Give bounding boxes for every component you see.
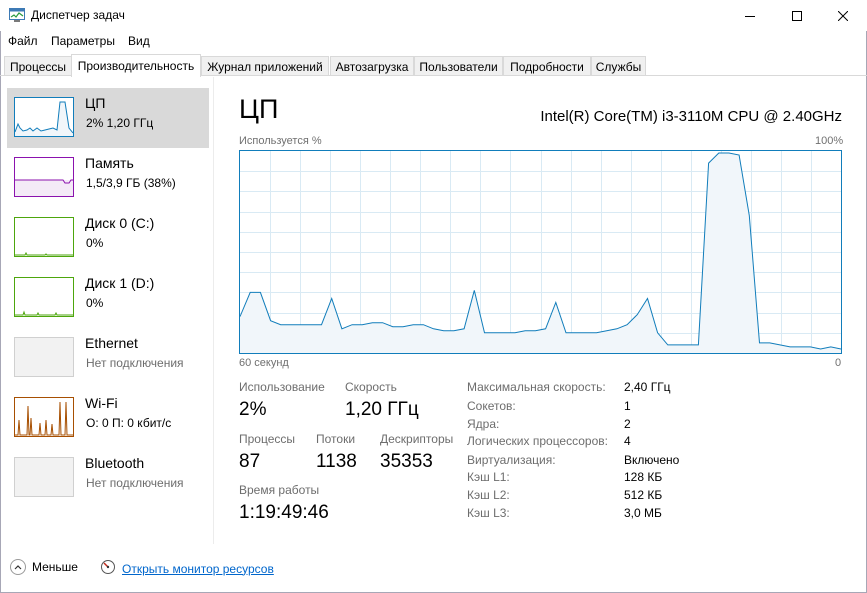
disk-thumbnail-graph xyxy=(14,277,74,317)
uptime-value: 1:19:49:46 xyxy=(239,502,329,523)
cpu-usage-line xyxy=(239,152,842,350)
sidebar-item-subtitle: 1,5/3,9 ГБ (38%) xyxy=(86,176,176,190)
detail-label: Кэш L2: xyxy=(467,488,510,502)
sidebar-item-subtitle: 0% xyxy=(86,236,104,250)
bluetooth-thumbnail-graph xyxy=(14,457,74,497)
tab-startup[interactable]: Автозагрузка xyxy=(330,56,414,76)
cpu-usage-graph xyxy=(239,150,842,354)
graph-y-min: 0 xyxy=(835,357,842,369)
sidebar-item-title: Память xyxy=(85,155,134,171)
detail-label: Кэш L3: xyxy=(467,506,510,520)
tabs-divider xyxy=(0,75,867,76)
threads-label: Потоки xyxy=(316,432,356,446)
handles-label: Дескрипторы xyxy=(380,432,454,446)
sidebar-item-subtitle: Нет подключения xyxy=(86,476,184,490)
graph-y-label: Используется % xyxy=(239,135,322,147)
detail-label: Сокетов: xyxy=(467,399,516,413)
sidebar-item-memory[interactable]: Память 1,5/3,9 ГБ (38%) xyxy=(7,148,209,208)
cpu-thumbnail-graph xyxy=(14,97,74,137)
menu-view[interactable]: Вид xyxy=(128,34,150,48)
detail-label: Виртуализация: xyxy=(467,453,556,467)
detail-label: Кэш L1: xyxy=(467,470,510,484)
tab-bar: Процессы Производительность Журнал прило… xyxy=(0,54,867,77)
graph-y-max: 100% xyxy=(815,135,844,147)
open-resource-monitor-link[interactable]: Открыть монитор ресурсов xyxy=(100,559,274,578)
title-bar[interactable]: Диспетчер задач xyxy=(0,0,867,31)
wifi-thumbnail-graph xyxy=(14,397,74,437)
detail-value: 2,40 ГГц xyxy=(624,380,671,394)
tab-details[interactable]: Подробности xyxy=(503,56,591,76)
fewer-details-button[interactable]: Меньше xyxy=(10,559,78,575)
page-title: ЦП xyxy=(239,94,279,124)
uptime-label: Время работы xyxy=(239,483,320,497)
detail-value: 3,0 МБ xyxy=(624,506,662,520)
sidebar-item-bluetooth[interactable]: Bluetooth Нет подключения xyxy=(7,448,209,508)
disk-thumbnail-graph xyxy=(14,217,74,257)
cpu-usage-graph-svg xyxy=(239,151,842,353)
usage-label: Использование xyxy=(239,380,325,394)
tab-processes[interactable]: Процессы xyxy=(4,56,72,76)
fewer-details-label: Меньше xyxy=(32,560,78,574)
sidebar-item-subtitle: 0% xyxy=(86,296,104,310)
resource-monitor-icon xyxy=(100,559,116,578)
handles-value: 35353 xyxy=(380,451,433,472)
minimize-button[interactable] xyxy=(727,0,773,31)
window-title: Диспетчер задач xyxy=(31,8,125,22)
sidebar-item-wifi[interactable]: Wi-Fi О: 0 П: 0 кбит/с xyxy=(7,388,209,448)
footer-bar: Меньше Открыть монитор ресурсов xyxy=(0,554,867,582)
detail-value: Включено xyxy=(624,453,680,467)
sidebar-item-subtitle: 2% 1,20 ГГц xyxy=(86,116,154,130)
chevron-up-icon xyxy=(10,559,26,575)
tab-users[interactable]: Пользователи xyxy=(414,56,503,76)
sidebar-item-title: ЦП xyxy=(85,95,106,111)
sidebar-item-cpu[interactable]: ЦП 2% 1,20 ГГц xyxy=(7,88,209,148)
detail-value: 2 xyxy=(624,417,631,431)
detail-value: 128 КБ xyxy=(624,470,663,484)
detail-label: Ядра: xyxy=(467,417,500,431)
menu-bar: Файл Параметры Вид xyxy=(0,31,867,51)
detail-label: Максимальная скорость: xyxy=(467,380,606,394)
cpu-model-name: Intel(R) Core(TM) i3-3110M CPU @ 2.40GHz xyxy=(540,108,842,125)
speed-value: 1,20 ГГц xyxy=(345,399,419,420)
sidebar-item-title: Ethernet xyxy=(85,335,138,351)
menu-file[interactable]: Файл xyxy=(8,34,38,48)
sidebar-item-subtitle: Нет подключения xyxy=(86,356,184,370)
sidebar-item-disk-0[interactable]: Диск 0 (C:) 0% xyxy=(7,208,209,268)
usage-value: 2% xyxy=(239,399,267,420)
ethernet-thumbnail-graph xyxy=(14,337,74,377)
sidebar-item-title: Диск 1 (D:) xyxy=(85,275,155,291)
sidebar-item-title: Wi-Fi xyxy=(85,395,118,411)
detail-value: 4 xyxy=(624,434,631,448)
sidebar-item-disk-1[interactable]: Диск 1 (D:) 0% xyxy=(7,268,209,328)
memory-thumbnail-graph xyxy=(14,157,74,197)
sidebar-item-title: Bluetooth xyxy=(85,455,145,471)
close-button[interactable] xyxy=(820,0,866,31)
sidebar-item-title: Диск 0 (C:) xyxy=(85,215,155,231)
sidebar-item-ethernet[interactable]: Ethernet Нет подключения xyxy=(7,328,209,388)
detail-value: 512 КБ xyxy=(624,488,663,502)
sidebar-divider xyxy=(213,77,214,544)
tab-services[interactable]: Службы xyxy=(591,56,646,76)
tab-app-history[interactable]: Журнал приложений xyxy=(201,56,329,76)
speed-label: Скорость xyxy=(345,380,397,394)
sidebar-item-subtitle: О: 0 П: 0 кбит/с xyxy=(86,416,172,430)
cpu-usage-area xyxy=(240,153,841,353)
resource-monitor-label: Открыть монитор ресурсов xyxy=(122,561,274,576)
detail-value: 1 xyxy=(624,399,631,413)
tab-performance[interactable]: Производительность xyxy=(71,54,201,77)
threads-value: 1138 xyxy=(316,451,357,472)
processes-value: 87 xyxy=(239,451,261,472)
processes-label: Процессы xyxy=(239,432,296,446)
detail-label: Логических процессоров: xyxy=(467,434,608,448)
task-manager-icon xyxy=(9,8,25,22)
menu-options[interactable]: Параметры xyxy=(51,34,115,48)
maximize-button[interactable] xyxy=(774,0,820,31)
graph-time-label: 60 секунд xyxy=(239,357,289,369)
